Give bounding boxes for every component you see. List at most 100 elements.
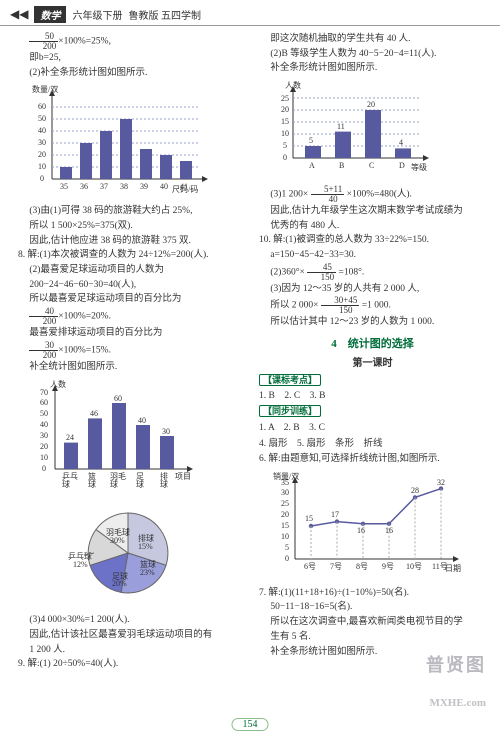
- fraction: 30 200: [29, 341, 58, 360]
- svg-text:36: 36: [80, 182, 88, 191]
- svg-text:20%: 20%: [112, 579, 127, 588]
- svg-text:5: 5: [285, 543, 289, 552]
- svg-text:球: 球: [88, 479, 96, 489]
- svg-text:5: 5: [283, 141, 287, 150]
- svg-text:28: 28: [411, 486, 419, 495]
- text-line: 优秀的有 480 人.: [259, 219, 486, 234]
- svg-text:10: 10: [38, 162, 46, 171]
- text-line: 所以 1 500×25%=375(双).: [18, 219, 245, 234]
- text-line: 9. 解:(1) 20÷50%=40(人).: [18, 657, 245, 672]
- answer-line: 6. 解:由题意知,可选择折线统计图,如图所示.: [259, 452, 486, 467]
- svg-text:38: 38: [120, 182, 128, 191]
- line-chart-svg: 销量/双 0510 152025 3035 151716 162832: [271, 471, 461, 576]
- svg-text:15: 15: [281, 117, 289, 126]
- svg-text:70: 70: [40, 388, 48, 397]
- svg-text:8号: 8号: [356, 562, 368, 571]
- text-line: 因此,估计他应进 38 码的旅游鞋 375 双.: [18, 234, 245, 249]
- edition-label: 鲁教版 五四学制: [128, 7, 201, 22]
- text-line: (2)补全条形统计图如图所示.: [18, 66, 245, 81]
- text-line: 10. 解:(1)被调查的总人数为 33÷22%=150.: [259, 233, 486, 248]
- svg-text:15: 15: [305, 514, 313, 523]
- svg-text:30%: 30%: [110, 536, 125, 545]
- svg-text:20: 20: [38, 150, 46, 159]
- answer-line: 1. A 2. B 3. C: [259, 421, 486, 436]
- text-line: 30 200 ×100%=15%.: [18, 341, 245, 360]
- svg-text:0: 0: [42, 464, 46, 473]
- bar-chart-svg: 数量/双 0 10 20 30 40 50 60: [30, 84, 210, 194]
- fraction: 5+11 40: [311, 185, 345, 204]
- svg-text:35: 35: [281, 478, 289, 487]
- svg-text:30: 30: [162, 427, 170, 436]
- svg-text:20: 20: [40, 442, 48, 451]
- text-line: 所以估计其中 12～23 岁的人数为 1 000.: [259, 315, 486, 330]
- text-line: (2)360°× 45 150 =108°.: [259, 263, 486, 282]
- text-line: 最喜爱排球运动项目的百分比为: [18, 326, 245, 341]
- svg-text:35: 35: [60, 182, 68, 191]
- svg-text:10: 10: [40, 453, 48, 462]
- text-line: 40 200 ×100%=20%.: [18, 307, 245, 326]
- svg-text:10号: 10号: [406, 562, 422, 571]
- text-line: 1 200 人.: [18, 643, 245, 658]
- fraction: 30+45 150: [321, 296, 359, 315]
- svg-text:40: 40: [40, 420, 48, 429]
- page-number: 154: [232, 718, 269, 731]
- svg-text:24: 24: [66, 433, 74, 442]
- svg-text:60: 60: [38, 102, 46, 111]
- svg-text:30: 30: [38, 138, 46, 147]
- text-line: 7. 解:(1)(11+18+16)÷(1−10%)=50(名).: [259, 586, 486, 601]
- text-line: 因此,估计九年级学生这次期末数学考试成绩为: [259, 204, 486, 219]
- text-line: 50 200 ×100%=25%,: [18, 32, 245, 51]
- svg-text:0: 0: [285, 554, 289, 563]
- svg-text:项目: 项目: [175, 472, 191, 481]
- svg-text:11: 11: [337, 122, 345, 131]
- text-line: 生有 5 名.: [259, 630, 486, 645]
- svg-text:7号: 7号: [330, 562, 342, 571]
- page-header: ◀◀ 数学 六年级下册 鲁教版 五四学制: [0, 0, 500, 26]
- subject-box: 数学: [34, 6, 66, 23]
- svg-text:30: 30: [281, 488, 289, 497]
- answer-line: 1. B 2. C 3. B: [259, 389, 486, 404]
- right-column: 即这次随机抽取的学生共有 40 人. (2)B 等级学生人数为 40−5−20−…: [259, 32, 486, 672]
- svg-text:球: 球: [62, 479, 70, 489]
- bar-chart-grades-svg: 人数 0510 152025 5 11 20 4 ABCD 等级: [271, 80, 431, 175]
- svg-text:40: 40: [160, 182, 168, 191]
- header-arrow-icon: ◀◀: [10, 7, 28, 22]
- svg-text:25: 25: [281, 499, 289, 508]
- text-line: 补全条形统计图如图所示.: [259, 645, 486, 660]
- pie-chart-svg: 羽毛球30% 排球15% 篮球23% 足球20% 乒乓球12%: [58, 503, 198, 603]
- svg-text:尺码/码: 尺码/码: [172, 185, 198, 194]
- text-line: 即b=25,: [18, 51, 245, 66]
- svg-text:球: 球: [110, 479, 118, 489]
- svg-text:15: 15: [281, 521, 289, 530]
- text-line: 补全统计图如图所示.: [18, 360, 245, 375]
- text-line: 所以 2 000× 30+45 150 =1 000.: [259, 296, 486, 315]
- bar-chart-shoes: 数量/双 0 10 20 30 40 50 60: [30, 84, 245, 200]
- svg-text:16: 16: [357, 526, 365, 535]
- bar-chart-grades: 人数 0510 152025 5 11 20 4 ABCD 等级: [271, 80, 486, 181]
- fraction: 50 200: [29, 32, 58, 51]
- block-label: 【同步训练】: [259, 405, 486, 420]
- text-line: (3)因为 12～35 岁的人共有 2 000 人,: [259, 282, 486, 297]
- fraction: 40 200: [29, 307, 58, 326]
- svg-text:D: D: [399, 161, 405, 170]
- svg-text:B: B: [339, 161, 344, 170]
- svg-text:0: 0: [40, 174, 44, 183]
- svg-text:5: 5: [309, 136, 313, 145]
- svg-text:球: 球: [136, 479, 144, 489]
- svg-text:39: 39: [140, 182, 148, 191]
- svg-text:40: 40: [138, 416, 146, 425]
- svg-text:人数: 人数: [50, 379, 66, 389]
- grade-label: 六年级下册: [72, 7, 122, 22]
- svg-text:数量/双: 数量/双: [32, 84, 58, 94]
- text-line: 8. 解:(1)本次被调查的人数为 24÷12%=200(人).: [18, 248, 245, 263]
- svg-text:15%: 15%: [138, 542, 153, 551]
- text-line: 因此,估计该社区最喜爱羽毛球运动项目的有: [18, 628, 245, 643]
- text-line: 50−11−18−16=5(名).: [259, 600, 486, 615]
- svg-text:30: 30: [40, 431, 48, 440]
- svg-text:50: 50: [38, 114, 46, 123]
- text-line: 补全条形统计图如图所示.: [259, 61, 486, 76]
- bar-chart-sports-svg: 人数 01020 304050 6070 24 46 60 40 30 乒乓球 …: [30, 379, 195, 494]
- watermark-url: MXHE.com: [429, 697, 486, 709]
- svg-text:60: 60: [40, 398, 48, 407]
- svg-text:12%: 12%: [73, 560, 88, 569]
